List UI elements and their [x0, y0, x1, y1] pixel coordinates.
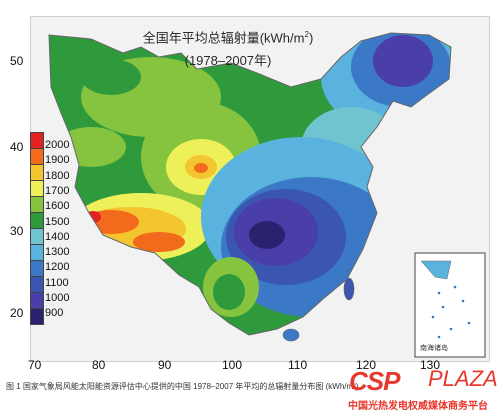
legend-label: 1900	[45, 154, 70, 167]
legend-swatch	[30, 308, 44, 325]
lon-label-110: 110	[288, 358, 308, 372]
lat-label-30: 30	[10, 224, 24, 238]
legend-label: 1200	[45, 261, 70, 274]
map-title: 全国年平均总辐射量(kWh/m2)	[142, 30, 314, 46]
legend-label: 2000	[45, 139, 70, 151]
lat-label-50: 50	[10, 54, 24, 68]
lat-label-40: 40	[10, 140, 24, 154]
legend-swatch	[30, 292, 44, 308]
inset-label: 南海诸岛	[418, 343, 450, 353]
legend-swatch	[30, 260, 44, 276]
color-legend	[30, 132, 44, 325]
lon-label-100: 100	[222, 358, 243, 372]
legend-label: 900	[45, 307, 64, 320]
legend-swatch	[30, 244, 44, 260]
legend-label: 1800	[45, 169, 70, 182]
legend-label: 1400	[45, 230, 70, 243]
lat-label-20: 20	[10, 306, 24, 320]
legend-label: 1000	[45, 292, 70, 304]
legend-swatch	[30, 228, 44, 244]
map-frame	[30, 16, 490, 362]
lon-label-70: 70	[28, 358, 42, 372]
legend-swatch	[30, 196, 44, 212]
map-subtitle: (1978–2007年)	[184, 53, 272, 68]
legend-label: 1300	[45, 246, 70, 259]
legend-swatch	[30, 180, 44, 196]
legend-label: 1700	[45, 184, 70, 197]
legend-swatch	[30, 132, 44, 148]
lon-label-90: 90	[158, 358, 172, 372]
lon-label-120: 120	[356, 358, 377, 372]
legend-label: 1100	[45, 276, 69, 289]
lon-label-130: 130	[420, 358, 441, 372]
legend-label: 1500	[45, 215, 70, 228]
lon-label-80: 80	[92, 358, 106, 372]
watermark-tagline: 中国光热发电权威媒体商务平台	[348, 401, 488, 412]
legend-label: 1600	[45, 200, 70, 213]
south-china-sea-inset	[414, 252, 486, 358]
legend-swatch	[30, 164, 44, 180]
legend-swatch	[30, 276, 44, 292]
legend-swatch	[30, 148, 44, 164]
watermark-logo-plaza: PLAZA	[428, 366, 498, 391]
figure-caption: 图 1 国家气象局风能太阳能资源评估中心提供的中国 1978–2007 年平均的…	[6, 382, 359, 391]
watermark-logo: CSP	[349, 366, 400, 396]
legend-swatch	[30, 212, 44, 228]
solar-radiation-map	[48, 32, 486, 358]
